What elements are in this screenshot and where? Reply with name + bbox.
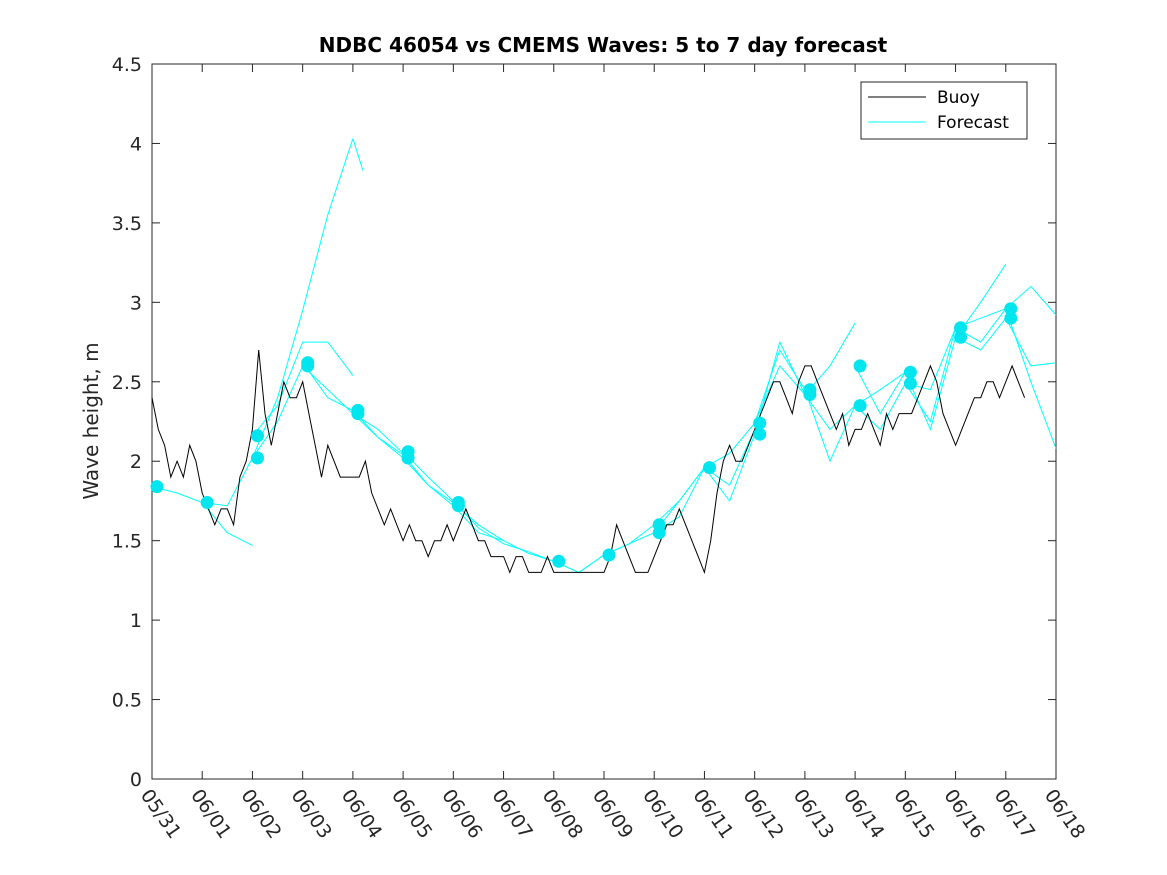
forecast-line bbox=[854, 263, 1007, 431]
forecast-line bbox=[653, 348, 806, 534]
y-tick-label: 4 bbox=[130, 133, 142, 155]
legend-buoy-label: Buoy bbox=[937, 88, 980, 108]
forecast-line bbox=[704, 322, 856, 502]
buoy-line bbox=[151, 349, 1026, 575]
y-tick-label: 1.5 bbox=[112, 531, 142, 553]
forecast-line bbox=[804, 327, 957, 463]
forecast-start-marker bbox=[703, 461, 716, 475]
plot-area: 00.511.522.533.544.505/31 06/01 06/02 06/03… bbox=[112, 54, 1090, 843]
y-tick-label: 0.5 bbox=[112, 690, 142, 712]
legend-box bbox=[860, 81, 1028, 140]
chart-title: NDBC 46054 vs CMEMS Waves: 5 to 7 day fo… bbox=[319, 33, 888, 57]
y-tick-label: 1 bbox=[130, 610, 142, 632]
forecast-start-marker bbox=[753, 416, 767, 430]
y-tick-label: 4.5 bbox=[112, 54, 142, 76]
forecast-start-marker bbox=[954, 321, 968, 335]
forecast-line bbox=[352, 138, 364, 171]
forecast-start-marker bbox=[451, 499, 465, 513]
forecast-line bbox=[754, 364, 906, 431]
forecast-line bbox=[202, 138, 354, 507]
forecast-start-marker bbox=[652, 526, 666, 540]
legend-forecast-label: Forecast bbox=[937, 113, 1009, 133]
legend: Buoy Forecast bbox=[860, 81, 1028, 140]
forecast-line bbox=[402, 451, 554, 562]
forecast-start-marker bbox=[1004, 311, 1018, 325]
y-tick-label: 2 bbox=[130, 451, 142, 473]
forecast-start-marker bbox=[753, 427, 767, 441]
forecast-start-marker bbox=[401, 451, 415, 465]
forecast-start-marker bbox=[351, 407, 365, 421]
forecast-start-marker bbox=[803, 388, 817, 401]
forecast-line bbox=[905, 285, 1057, 391]
y-tick-label: 0 bbox=[130, 769, 142, 791]
forecast-start-marker bbox=[903, 376, 917, 390]
forecast-start-marker bbox=[251, 429, 264, 443]
forecast-start-marker bbox=[1004, 302, 1018, 316]
forecast-start-marker bbox=[301, 359, 315, 373]
y-tick-label: 3 bbox=[130, 292, 142, 314]
axes-frame bbox=[151, 63, 1057, 780]
y-tick-label: 3.5 bbox=[112, 213, 142, 235]
forecast-start-marker bbox=[853, 399, 867, 413]
forecast-start-marker bbox=[903, 365, 917, 379]
y-tick-label: 2.5 bbox=[112, 372, 142, 394]
forecast-start-marker bbox=[552, 554, 566, 568]
forecast-line bbox=[251, 365, 404, 459]
y-axis-label: Wave height, m bbox=[79, 342, 103, 499]
forecast-start-marker bbox=[200, 496, 214, 509]
forecast-start-marker bbox=[150, 480, 164, 494]
forecast-line bbox=[252, 341, 354, 437]
forecast-line bbox=[352, 413, 504, 542]
forecast-start-marker bbox=[602, 548, 616, 562]
forecast-start-marker bbox=[251, 451, 264, 465]
forecast-start-marker bbox=[853, 359, 867, 373]
forecast-start-marker bbox=[954, 330, 968, 344]
